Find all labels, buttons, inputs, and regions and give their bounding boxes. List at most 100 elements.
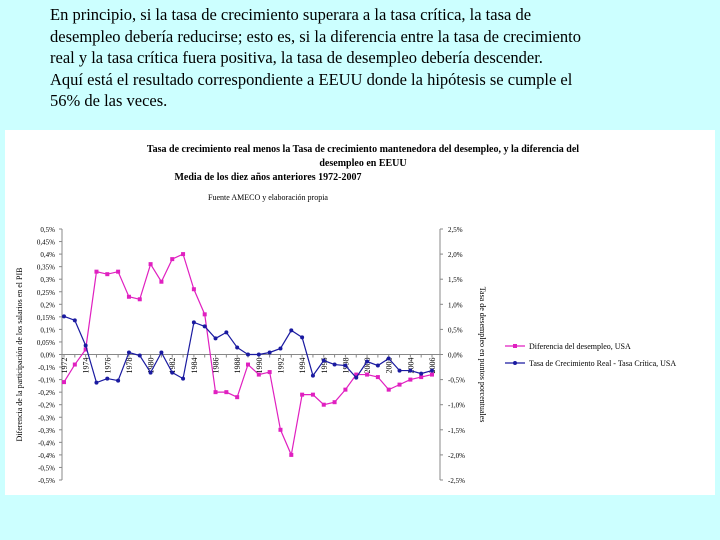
data-point <box>126 294 131 299</box>
data-point <box>213 336 218 341</box>
y-tick-label: -0,5% <box>38 464 55 472</box>
x-tick-label: 2006 <box>428 358 437 374</box>
data-point <box>375 363 380 368</box>
data-point <box>256 352 261 357</box>
slide-text: En principio, si la tasa de crecimiento … <box>50 4 581 112</box>
data-point <box>105 376 110 381</box>
x-tick-label: 2000 <box>363 358 372 374</box>
x-tick-label: 1992 <box>276 358 285 374</box>
data-point <box>202 324 207 329</box>
data-point <box>354 375 359 380</box>
data-point <box>62 314 66 319</box>
data-point <box>170 370 175 375</box>
y-tick-label: 0,05% <box>37 339 55 347</box>
x-tick-label: 1980 <box>147 358 156 374</box>
data-point <box>430 368 434 373</box>
y2-tick-label: -0,5% <box>448 377 465 385</box>
data-point <box>181 376 186 381</box>
data-point <box>126 350 131 355</box>
data-point <box>397 368 402 373</box>
x-tick-label: 1982 <box>168 358 177 374</box>
data-point <box>332 400 337 405</box>
data-point <box>137 353 142 358</box>
data-point <box>256 372 261 377</box>
chart-background <box>5 130 715 495</box>
text-line: real y la tasa crítica fuera positiva, l… <box>50 48 543 67</box>
data-point <box>148 370 153 375</box>
y2-tick-label: 1,0% <box>448 301 463 309</box>
y2-tick-label: 2,0% <box>448 251 463 259</box>
data-point <box>191 320 196 325</box>
y-tick-label: 0,5% <box>40 226 55 234</box>
legend-marker <box>513 344 517 348</box>
data-point <box>430 372 434 377</box>
data-point <box>310 373 315 378</box>
y-tick-label: 0,1% <box>40 326 55 334</box>
y2-tick-label: 2,5% <box>448 226 463 234</box>
data-point <box>267 370 272 375</box>
x-tick-label: 1984 <box>190 358 199 374</box>
y-tick-label: -0,2% <box>38 389 55 397</box>
data-point <box>365 372 370 377</box>
data-point <box>321 358 326 363</box>
x-tick-label: 1988 <box>233 358 242 374</box>
y-tick-label: 0,0% <box>40 352 55 360</box>
chart-subtitle: Fuente AMECO y elaboración propia <box>208 193 328 202</box>
data-point <box>419 375 424 380</box>
y-tick-label: -0,1% <box>38 364 55 372</box>
data-point <box>289 328 294 333</box>
y-tick-label: -0,2% <box>38 402 55 410</box>
text-line: Aquí está el resultado correspondiente a… <box>50 69 573 89</box>
x-tick-label: 1976 <box>103 358 112 374</box>
x-tick-label: 2002 <box>385 358 394 374</box>
data-point <box>343 387 348 392</box>
legend-label: Diferencia del desempleo, USA <box>529 342 631 351</box>
data-point <box>397 382 402 387</box>
y2-tick-label: -1,0% <box>448 402 465 410</box>
y-tick-label: 0,15% <box>37 314 55 322</box>
x-tick-label: 1986 <box>212 358 221 374</box>
data-point <box>354 372 359 377</box>
legend-label: Tasa de Crecimiento Real - Tasa Crítica,… <box>529 359 676 368</box>
y2-tick-label: 0,5% <box>448 326 463 334</box>
data-point <box>191 287 196 292</box>
y-tick-label: 0,4% <box>40 251 55 259</box>
y-tick-label: -0,4% <box>38 452 55 460</box>
y2-tick-label: 1,5% <box>448 276 463 284</box>
y-axis-title: Diferencia de la participación de los sa… <box>15 268 24 442</box>
data-point <box>116 378 121 383</box>
data-point <box>289 452 294 457</box>
x-tick-label: 1990 <box>255 358 264 374</box>
y-tick-label: 0,2% <box>40 301 55 309</box>
data-point <box>386 387 391 392</box>
y-tick-label: 0,3% <box>40 276 55 284</box>
data-point <box>267 350 272 355</box>
data-point <box>332 362 337 367</box>
y2-tick-label: 0,0% <box>448 352 463 360</box>
data-point <box>343 363 348 368</box>
chart-title: desempleo en EEUU <box>319 158 406 169</box>
x-tick-label: 1972 <box>60 358 69 374</box>
data-point <box>224 330 229 335</box>
data-point <box>94 380 99 385</box>
data-point <box>224 390 229 395</box>
data-point <box>386 356 391 361</box>
data-point <box>278 427 283 432</box>
data-point <box>246 352 250 357</box>
data-point <box>365 359 370 364</box>
data-point <box>246 362 250 367</box>
data-point <box>235 345 240 350</box>
y-tick-label: -0,5% <box>38 477 55 485</box>
x-tick-label: 1974 <box>82 358 91 374</box>
legend-marker <box>513 361 517 365</box>
data-point <box>159 279 164 284</box>
data-point <box>148 262 153 267</box>
data-point <box>213 390 218 395</box>
text-line: desempleo debería reducirse; esto es, si… <box>50 26 581 46</box>
data-point <box>94 269 99 274</box>
data-point <box>62 380 66 385</box>
data-point <box>170 257 175 262</box>
data-point <box>321 402 326 407</box>
data-point <box>375 375 380 380</box>
